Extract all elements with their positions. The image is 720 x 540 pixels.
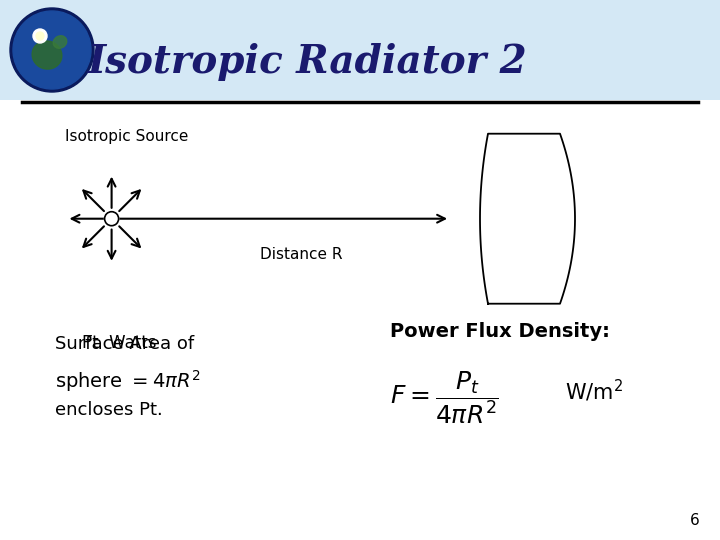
Text: Isotropic Radiator 2: Isotropic Radiator 2: [88, 43, 528, 81]
Text: Isotropic Source: Isotropic Source: [65, 129, 189, 144]
Text: $F = \dfrac{P_t}{4\pi R^2}$: $F = \dfrac{P_t}{4\pi R^2}$: [390, 370, 499, 427]
Text: encloses Pt.: encloses Pt.: [55, 401, 163, 419]
Ellipse shape: [53, 36, 67, 48]
Circle shape: [13, 11, 91, 89]
Text: Pt  Watts: Pt Watts: [81, 334, 156, 352]
Circle shape: [104, 212, 119, 226]
Text: Power Flux Density:: Power Flux Density:: [390, 322, 610, 341]
Text: sphere $= 4 \pi R^2$: sphere $= 4 \pi R^2$: [55, 368, 200, 394]
Ellipse shape: [32, 41, 62, 69]
Text: 6: 6: [690, 513, 700, 528]
Text: Surface Area of: Surface Area of: [55, 335, 194, 353]
Circle shape: [10, 8, 94, 92]
Circle shape: [36, 32, 44, 40]
Circle shape: [33, 29, 47, 43]
Bar: [0, 0, 720, 100]
Text: Distance R: Distance R: [259, 247, 342, 262]
Text: W/m$^2$: W/m$^2$: [565, 378, 623, 404]
